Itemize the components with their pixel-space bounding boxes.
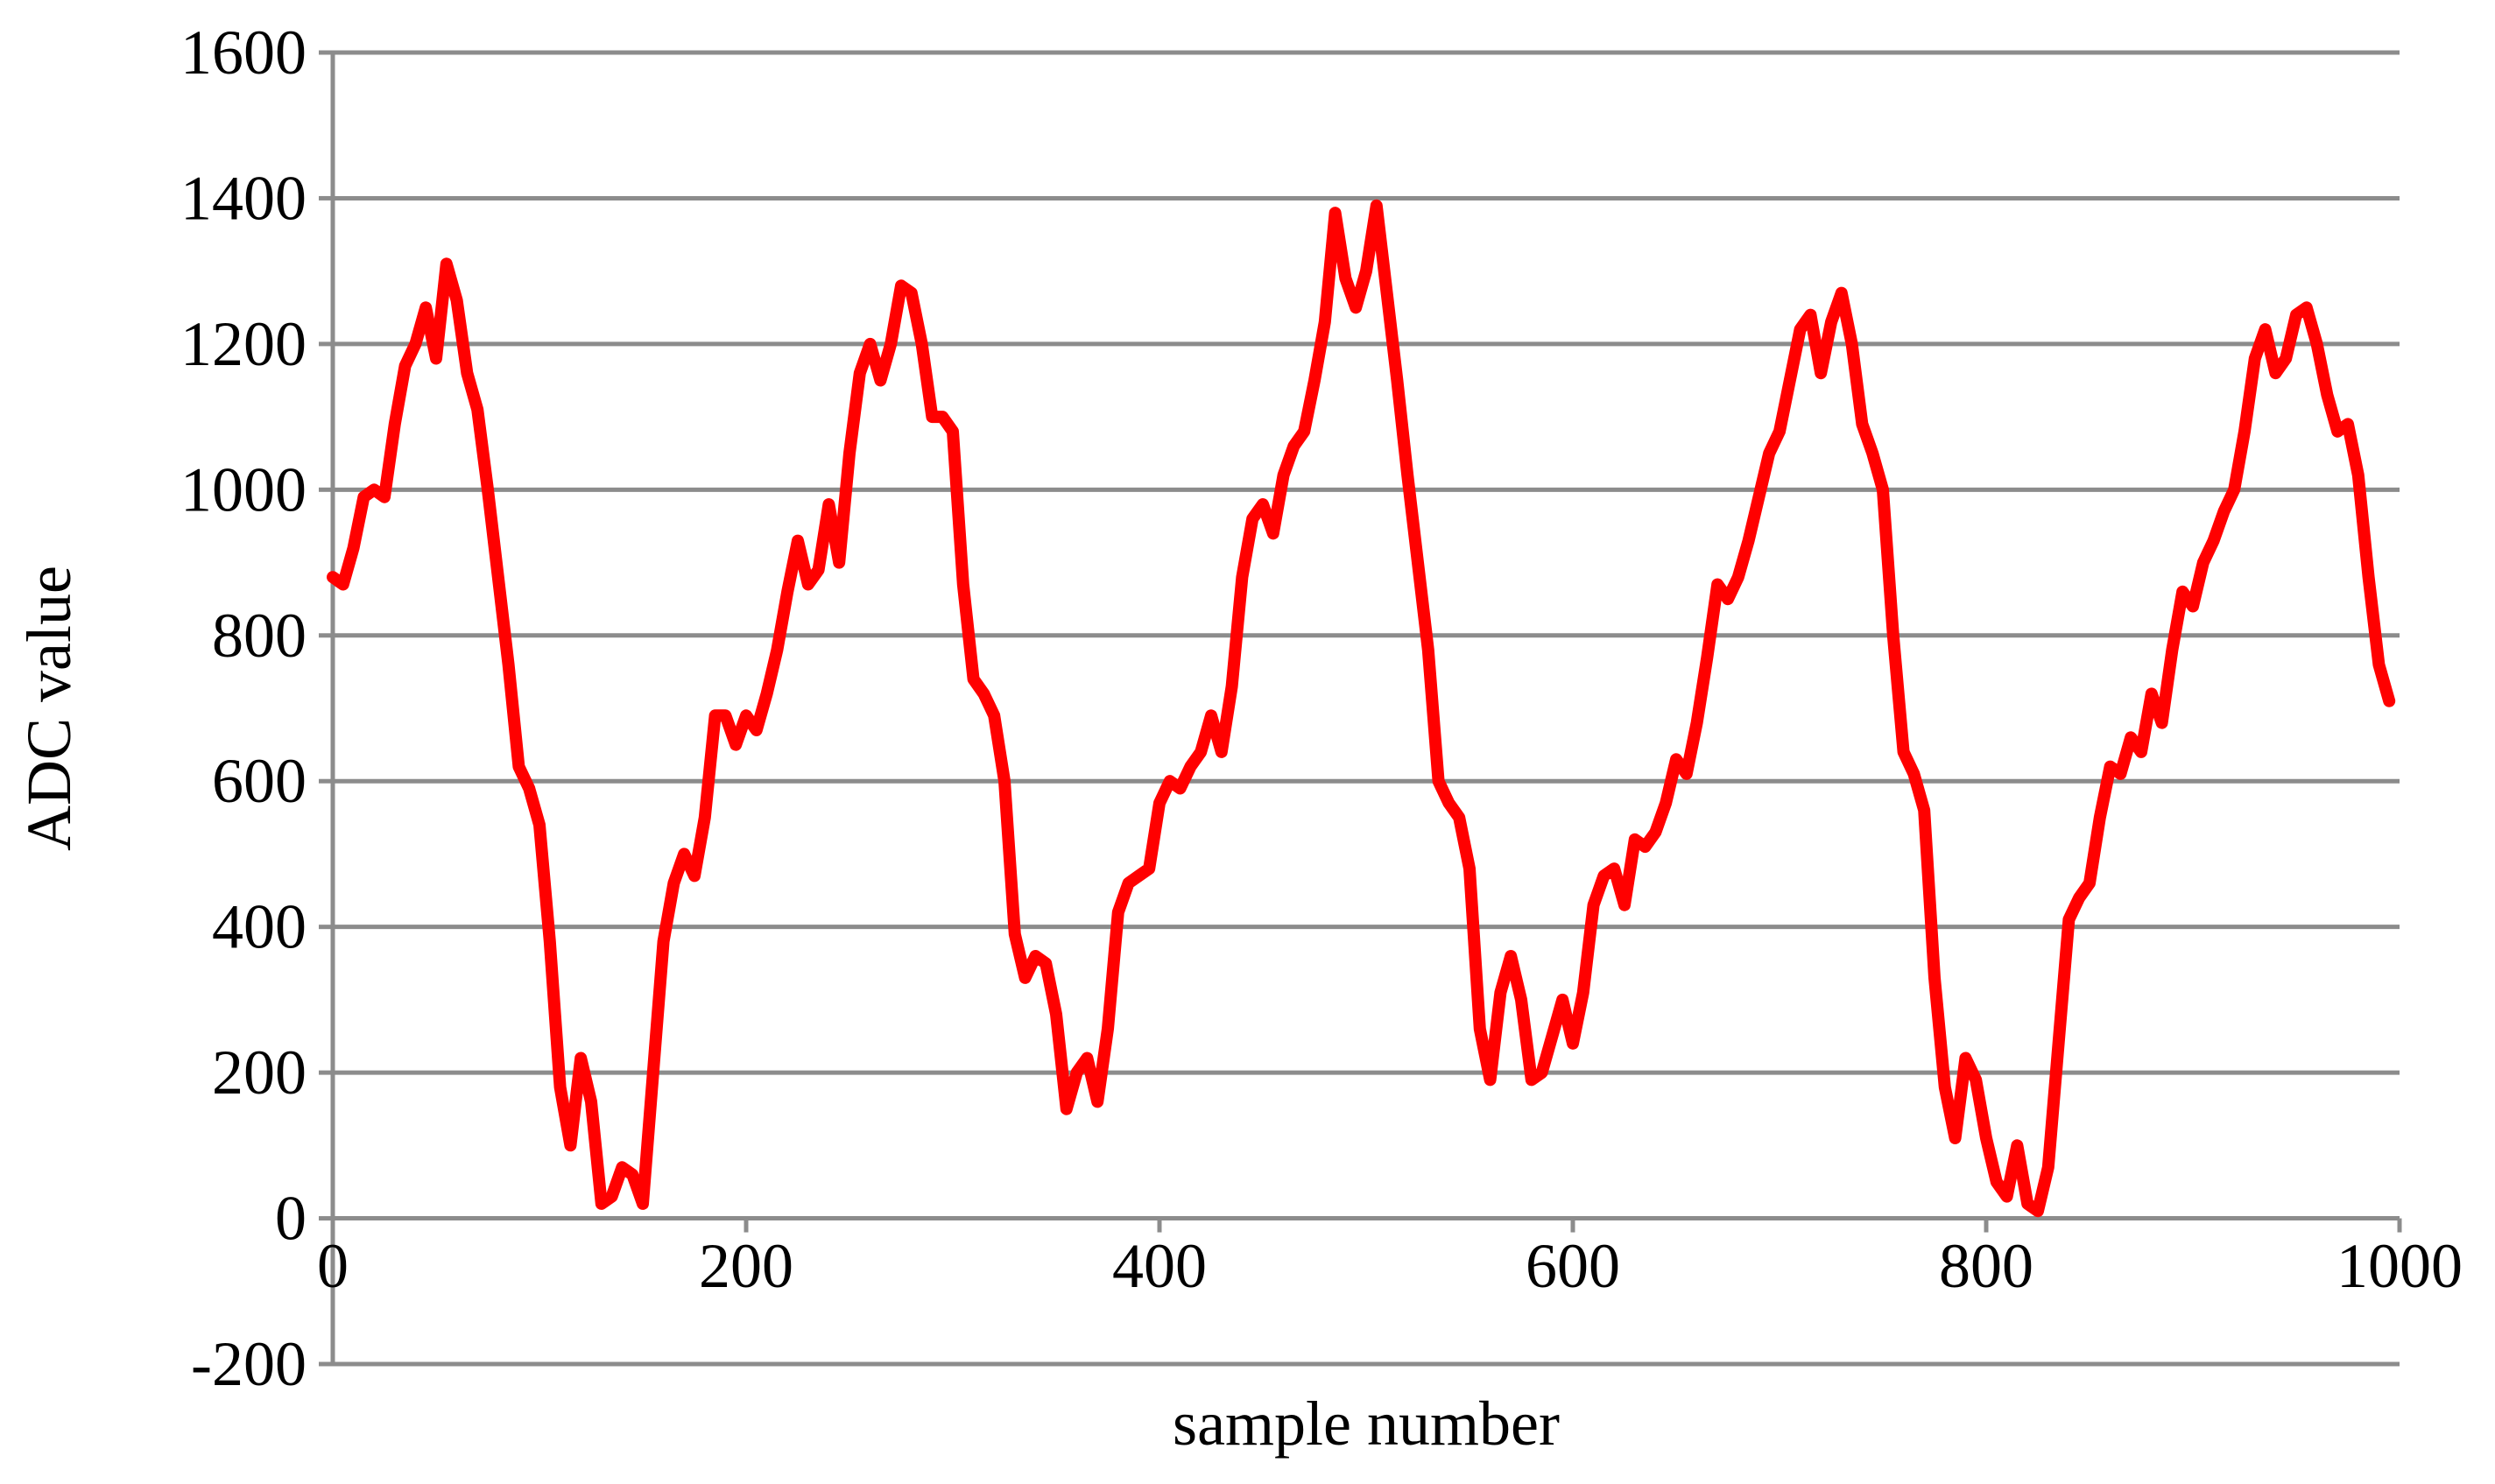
x-tick-label: 1000 [2336, 1231, 2463, 1301]
y-axis-title: ADC value [14, 566, 84, 851]
y-tick-label: 1600 [180, 18, 307, 88]
x-tick-label: 600 [1526, 1231, 1620, 1301]
y-tick-label: 200 [212, 1037, 307, 1108]
y-tick-label: 600 [212, 746, 307, 816]
x-tick-label: 0 [317, 1231, 349, 1301]
x-tick-label: 200 [699, 1231, 793, 1301]
gridlines [333, 50, 2400, 1221]
y-tick-label: 1000 [180, 454, 307, 524]
y-tick-label: 800 [212, 601, 307, 671]
x-tick-label: 400 [1112, 1231, 1207, 1301]
x-axis-title: sample number [1173, 1389, 1560, 1459]
y-tick-label: 0 [275, 1184, 307, 1254]
y-tick-label: 400 [212, 892, 307, 962]
y-tick-label: 1400 [180, 163, 307, 233]
series-layer [327, 199, 2396, 1218]
y-tick-label: -200 [191, 1329, 307, 1399]
y-tick-label: 1200 [180, 309, 307, 379]
axes [319, 50, 2402, 1367]
x-tick-label: 800 [1939, 1231, 2033, 1301]
series-line [327, 199, 2396, 1218]
